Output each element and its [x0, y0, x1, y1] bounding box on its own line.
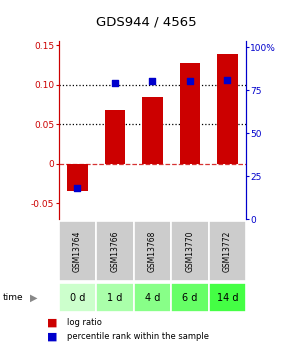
Bar — [96, 221, 134, 281]
Bar — [142, 97, 163, 164]
Bar — [134, 283, 171, 312]
Bar — [59, 221, 96, 281]
Text: GSM13766: GSM13766 — [110, 230, 119, 272]
Text: 1 d: 1 d — [107, 293, 122, 303]
Text: percentile rank within the sample: percentile rank within the sample — [67, 332, 209, 341]
Bar — [171, 221, 209, 281]
Text: GDS944 / 4565: GDS944 / 4565 — [96, 16, 197, 29]
Point — [75, 185, 80, 191]
Bar — [209, 221, 246, 281]
Text: 0 d: 0 d — [70, 293, 85, 303]
Bar — [180, 63, 200, 164]
Point — [113, 80, 117, 86]
Text: ■: ■ — [47, 318, 57, 327]
Text: time: time — [3, 293, 23, 302]
Bar — [59, 283, 96, 312]
Point — [150, 79, 155, 84]
Text: GSM13772: GSM13772 — [223, 230, 232, 272]
Bar — [67, 164, 88, 191]
Text: 14 d: 14 d — [217, 293, 238, 303]
Text: log ratio: log ratio — [67, 318, 102, 327]
Text: GSM13764: GSM13764 — [73, 230, 82, 272]
Text: 4 d: 4 d — [145, 293, 160, 303]
Bar — [105, 110, 125, 164]
Text: ■: ■ — [47, 332, 57, 341]
Text: GSM13768: GSM13768 — [148, 230, 157, 272]
Text: GSM13770: GSM13770 — [185, 230, 194, 272]
Bar — [171, 283, 209, 312]
Text: ▶: ▶ — [30, 293, 38, 303]
Text: 6 d: 6 d — [182, 293, 197, 303]
Bar — [217, 54, 238, 164]
Bar — [209, 283, 246, 312]
Point — [225, 77, 230, 82]
Bar — [96, 283, 134, 312]
Bar — [134, 221, 171, 281]
Point — [188, 79, 192, 84]
